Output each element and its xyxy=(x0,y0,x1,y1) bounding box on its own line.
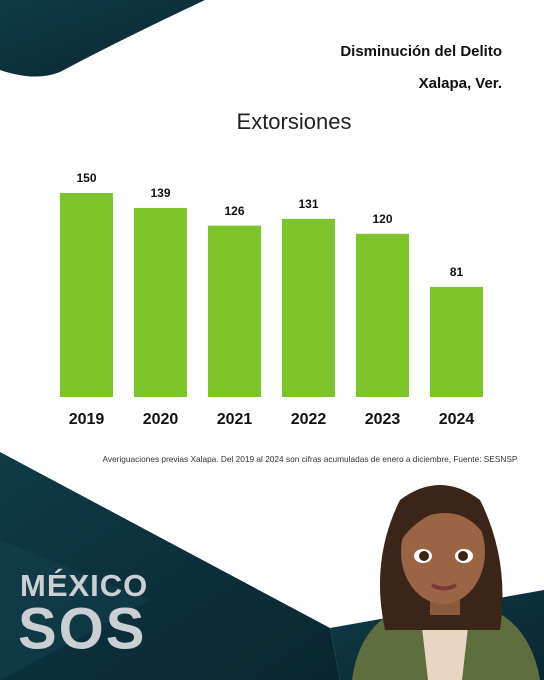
footnote: Averiguaciones previas Xalapa. Del 2019 … xyxy=(103,454,518,464)
logo: MÉXICO SOS xyxy=(18,568,148,661)
logo-text: SOS xyxy=(18,596,147,661)
x-tick-label: 2019 xyxy=(69,411,105,428)
avatar xyxy=(352,485,540,680)
bar xyxy=(356,233,409,397)
x-tick-label: 2020 xyxy=(143,411,179,428)
bar xyxy=(282,218,335,397)
chart-title: Extorsiones xyxy=(237,109,352,134)
bar xyxy=(208,225,261,397)
header-line: Xalapa, Ver. xyxy=(419,75,502,92)
bottom-pattern xyxy=(0,540,150,680)
value-label: 131 xyxy=(298,197,318,211)
value-label: 120 xyxy=(372,212,392,226)
logo-text: MÉXICO xyxy=(20,568,148,603)
value-label: 126 xyxy=(224,204,244,218)
value-label: 150 xyxy=(76,171,96,185)
header-line: Disminución del Delito xyxy=(340,43,502,60)
bar xyxy=(60,193,113,397)
x-tick-label: 2024 xyxy=(439,411,475,428)
value-label: 139 xyxy=(150,186,170,200)
x-tick-label: 2021 xyxy=(217,411,253,428)
x-tick-label: 2022 xyxy=(291,411,327,428)
value-label: 81 xyxy=(450,265,464,279)
bar xyxy=(430,286,483,397)
corner-shape xyxy=(0,0,205,77)
bar xyxy=(134,207,187,397)
x-tick-label: 2023 xyxy=(365,411,401,428)
